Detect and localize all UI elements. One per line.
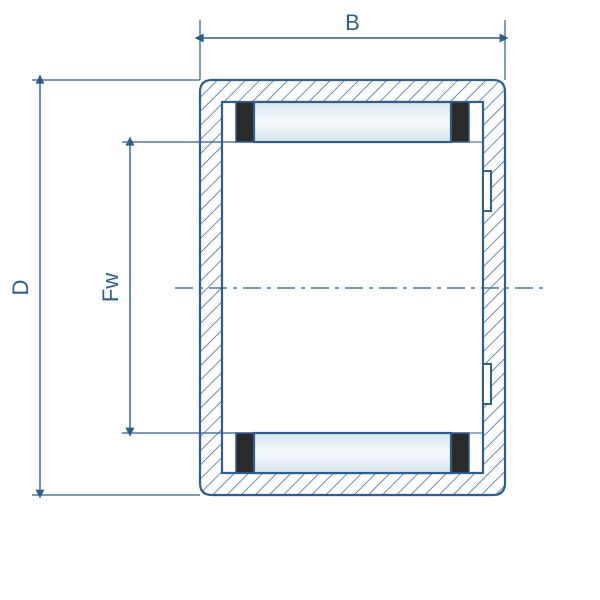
cage-block [236, 102, 254, 142]
dimension-B-label: B [345, 10, 360, 35]
roller [254, 102, 451, 142]
inner-groove [483, 171, 491, 211]
cage-block [451, 102, 469, 142]
inner-groove [483, 364, 491, 404]
dimension-Fw-label: Fw [98, 273, 123, 302]
cage-block [451, 433, 469, 473]
cage-block [236, 433, 254, 473]
dimension-D-label: D [8, 280, 33, 296]
roller [254, 433, 451, 473]
